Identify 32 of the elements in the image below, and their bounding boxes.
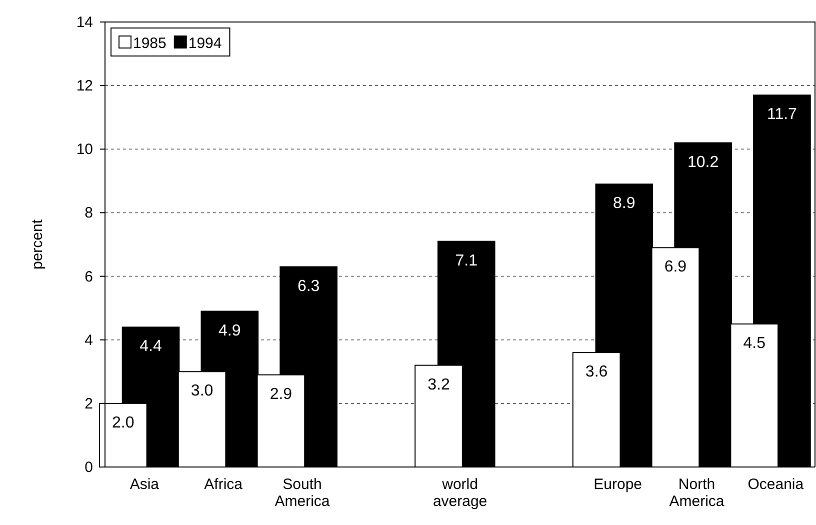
data-label: 10.2 [688, 154, 719, 171]
y-tick-label: 0 [84, 459, 93, 476]
y-tick-label: 12 [76, 78, 93, 95]
y-axis-title: percent [29, 218, 46, 270]
data-label: 7.1 [455, 252, 478, 270]
x-tick-label: North America [669, 476, 725, 510]
data-label: 3.0 [190, 382, 214, 400]
data-label: 11.7 [766, 106, 798, 124]
y-tick-label: 14 [76, 14, 93, 31]
data-label: 4.4 [140, 338, 162, 356]
data-label: 4.9 [218, 322, 241, 340]
x-tick-label: Africa [204, 476, 244, 493]
data-label: 4.5 [743, 334, 766, 352]
data-label: 6.3 [297, 278, 320, 295]
data-label: 3.6 [585, 364, 608, 381]
x-tick-label: South America [274, 476, 330, 510]
data-label: 6.9 [664, 258, 687, 276]
x-tick-label: world average [432, 476, 488, 510]
data-label: 2.9 [270, 386, 292, 403]
data-label: 8.9 [613, 195, 636, 212]
y-tick-label: 6 [84, 268, 93, 286]
x-tick-label: Europe [594, 476, 642, 493]
legend-label: 1985 [133, 35, 166, 52]
y-tick-label: 10 [76, 141, 93, 158]
legend-label: 1994 [188, 35, 222, 52]
y-tick-label: 2 [84, 395, 93, 412]
x-tick-label: Oceania [748, 476, 804, 493]
x-tick-label: Asia [130, 476, 160, 493]
data-label: 3.2 [428, 376, 450, 394]
y-tick-label: 8 [84, 204, 93, 222]
data-label: 2.0 [112, 414, 134, 432]
y-tick-label: 4 [84, 332, 93, 349]
